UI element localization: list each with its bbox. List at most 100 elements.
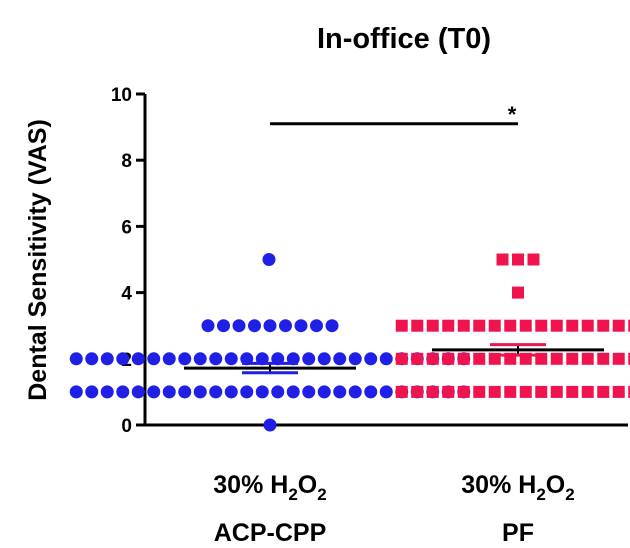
data-point-square — [550, 352, 563, 365]
data-point-square — [426, 385, 439, 398]
category-label-line2: PF — [502, 519, 534, 547]
significance-marker: * — [508, 102, 517, 127]
data-point-square — [519, 385, 532, 398]
data-point-square — [535, 385, 548, 398]
data-point-circle — [100, 352, 114, 366]
data-point-square — [628, 385, 630, 398]
data-point-square — [426, 352, 439, 365]
data-point-square — [581, 352, 594, 365]
data-point-square — [411, 319, 424, 332]
data-point-circle — [364, 352, 378, 366]
data-point-circle — [279, 319, 292, 333]
data-point-square — [581, 385, 594, 398]
data-point-square — [550, 385, 563, 398]
data-point-circle — [294, 319, 308, 333]
data-point-square — [395, 319, 408, 332]
category-text: O — [546, 471, 565, 499]
data-point-square — [457, 352, 470, 365]
data-point-circle — [310, 319, 323, 333]
data-point-circle — [193, 385, 207, 399]
data-point-square — [488, 385, 501, 398]
data-point-square — [628, 319, 630, 332]
data-point-circle — [131, 352, 145, 366]
data-point-square — [504, 385, 517, 398]
data-point-circle — [364, 385, 378, 399]
data-point-square — [442, 352, 455, 365]
data-point-circle — [85, 352, 99, 366]
data-point-square — [612, 352, 625, 365]
data-point-circle — [317, 385, 331, 399]
data-point-circle — [333, 352, 347, 366]
data-point-circle — [263, 319, 277, 333]
data-point-square — [581, 319, 594, 332]
category-subscript: 2 — [536, 485, 545, 504]
data-point-circle — [325, 319, 339, 333]
data-point-square — [442, 385, 455, 398]
data-point-circle — [248, 319, 261, 333]
data-point-square — [395, 352, 408, 365]
data-point-circle — [209, 352, 223, 366]
data-point-square — [457, 385, 470, 398]
chart-title: In-office (T0) — [317, 23, 491, 55]
data-point-circle — [255, 385, 269, 399]
data-point-square — [426, 319, 439, 332]
category-subscript: 2 — [288, 485, 297, 504]
data-point-circle — [271, 385, 285, 399]
data-point-circle — [379, 385, 393, 399]
data-point-square — [566, 319, 579, 332]
y-tick-label: 6 — [121, 217, 132, 238]
data-point-circle — [317, 352, 331, 366]
data-point-square — [473, 319, 486, 332]
data-point-circle — [286, 385, 300, 399]
data-point-circle — [224, 385, 238, 399]
y-tick-label: 4 — [121, 284, 132, 305]
data-point-square — [566, 352, 579, 365]
data-point-square — [597, 319, 610, 332]
data-point-circle — [100, 385, 114, 399]
axes: 0246810 — [111, 85, 628, 437]
data-point-circle — [178, 385, 192, 399]
data-point-circle — [193, 352, 207, 366]
data-point-circle — [224, 352, 238, 366]
data-point-circle — [302, 385, 316, 399]
data-point-square — [473, 385, 486, 398]
category-label-line2: ACP-CPP — [214, 519, 327, 547]
category-label-line1: 30% H2O2 — [213, 471, 326, 504]
data-point-circle — [209, 385, 223, 399]
data-point-circle — [232, 319, 246, 333]
data-point-square — [597, 352, 610, 365]
data-point-circle — [85, 385, 99, 399]
category-text: O — [298, 471, 317, 499]
data-point-circle — [69, 352, 83, 366]
data-point-circle — [348, 385, 362, 399]
y-tick-label: 0 — [121, 416, 132, 437]
data-point-square — [496, 253, 509, 266]
category-text: 30% H — [213, 471, 288, 499]
data-point-circle — [302, 352, 316, 366]
data-point-square — [411, 352, 424, 365]
data-point-circle — [240, 385, 254, 399]
data-point-square — [504, 319, 517, 332]
category-text: 30% H — [461, 471, 536, 499]
data-point-square — [535, 319, 548, 332]
category-subscript: 2 — [565, 485, 574, 504]
data-point-circle — [262, 253, 276, 266]
data-point-circle — [348, 352, 362, 366]
data-point-square — [527, 253, 540, 266]
data-point-square — [612, 385, 625, 398]
data-marks — [69, 253, 630, 432]
data-point-circle — [131, 385, 145, 399]
data-point-square — [442, 319, 455, 332]
data-point-square — [411, 385, 424, 398]
data-point-square — [597, 385, 610, 398]
data-point-circle — [69, 385, 83, 399]
data-point-circle — [162, 352, 176, 366]
data-point-circle — [147, 352, 161, 366]
data-point-circle — [116, 385, 130, 399]
data-point-square — [457, 319, 470, 332]
y-tick-label: 10 — [111, 85, 132, 106]
data-point-circle — [263, 418, 277, 432]
data-point-square — [566, 385, 579, 398]
